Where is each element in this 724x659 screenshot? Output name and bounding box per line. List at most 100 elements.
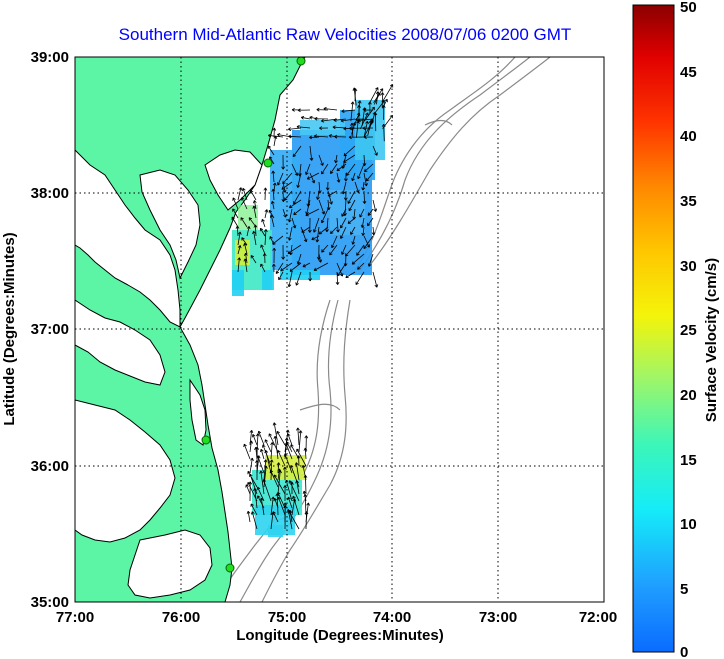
velocity-arrow <box>364 106 375 122</box>
velocity-arrow <box>277 450 286 467</box>
velocity-arrow <box>343 154 356 163</box>
velocity-arrow <box>318 226 329 235</box>
velocity-arrow <box>341 109 356 114</box>
plot-frame <box>74 56 605 603</box>
velocity-arrow <box>273 435 279 460</box>
velocity-arrow <box>271 170 276 183</box>
velocity-arrow <box>308 271 313 282</box>
velocity-arrow <box>273 474 286 495</box>
velocity-arrow <box>292 145 302 158</box>
velocity-arrow <box>350 226 356 235</box>
velocity-arrow <box>305 163 311 175</box>
velocity-arrow <box>281 154 286 170</box>
velocity-arrow <box>296 427 300 446</box>
velocity-arrow <box>336 172 341 183</box>
velocity-arrow <box>362 126 374 131</box>
velocity-arrow <box>314 116 329 121</box>
velocity-arrow <box>256 455 265 474</box>
velocity-arrow <box>261 218 266 228</box>
x-tick-label: 77:00 <box>56 609 94 626</box>
velocity-arrow <box>280 262 293 272</box>
velocity-arrow <box>243 242 248 255</box>
velocity-arrow <box>307 217 312 233</box>
velocity-arrow <box>284 442 293 460</box>
x-tick-label: 72:00 <box>579 609 617 626</box>
velocity-arrow <box>341 244 347 255</box>
velocity-arrow <box>356 244 365 256</box>
velocity-arrow <box>269 469 279 488</box>
velocity-arrow <box>359 208 365 218</box>
velocity-arrow <box>296 124 311 129</box>
colorbar-tick: 10 <box>680 516 697 533</box>
velocity-arrow <box>329 244 338 256</box>
velocity-arrow <box>372 271 379 288</box>
velocity-arrow <box>351 172 356 182</box>
velocity-arrow <box>316 190 320 200</box>
velocity-arrow <box>259 497 265 516</box>
velocity-arrow <box>349 126 365 131</box>
velocity-arrow <box>294 462 300 481</box>
velocity-arrow <box>272 127 277 138</box>
velocity-arrow <box>243 252 248 264</box>
colorbar-tick: 40 <box>680 128 697 145</box>
velocity-arrow <box>321 244 329 253</box>
velocity-arrow <box>297 108 311 113</box>
velocity-arrow <box>288 199 302 209</box>
colorbar-tick: 35 <box>680 193 697 210</box>
y-tick-label: 39:00 <box>31 49 69 66</box>
velocity-arrow <box>241 187 248 201</box>
velocity-arrow <box>334 134 347 139</box>
velocity-arrow <box>320 208 329 224</box>
velocity-arrow <box>277 496 286 516</box>
x-tick-label: 76:00 <box>162 609 200 626</box>
velocity-arrow <box>263 465 268 488</box>
velocity-arrow <box>248 473 258 495</box>
velocity-arrow <box>327 190 338 197</box>
velocity-arrow <box>283 466 287 481</box>
colorbar-tick: 50 <box>680 0 697 16</box>
velocity-arrow <box>243 443 251 460</box>
velocity-arrow <box>246 510 251 523</box>
velocity-arrow <box>269 236 275 246</box>
velocity-arrow <box>295 271 302 286</box>
velocity-arrow <box>372 145 378 156</box>
colorbar <box>632 4 675 653</box>
x-tick-label: 73:00 <box>479 609 517 626</box>
velocity-arrow <box>273 135 278 147</box>
bay-water <box>75 149 263 599</box>
velocity-arrow <box>371 226 376 236</box>
velocity-arrow <box>363 172 368 187</box>
colorbar-tick: 30 <box>680 258 697 275</box>
velocity-arrow <box>304 511 309 530</box>
y-tick-label: 35:00 <box>31 594 69 611</box>
velocity-arrow <box>302 262 311 268</box>
station-marker <box>225 563 235 573</box>
colorbar-tick: 15 <box>680 452 697 469</box>
velocity-arrow <box>341 181 347 195</box>
velocity-arrow <box>272 422 279 446</box>
velocity-arrow <box>363 235 371 248</box>
velocity-arrow <box>353 88 358 102</box>
velocity-arrow <box>309 145 314 161</box>
velocity-arrow <box>245 484 251 495</box>
velocity-arrow <box>255 460 259 481</box>
velocity-arrow <box>315 226 320 243</box>
velocity-arrow <box>311 235 320 241</box>
velocity-arrow <box>343 145 356 157</box>
velocity-vectors <box>231 84 394 530</box>
colorbar-tick: 20 <box>680 387 697 404</box>
velocity-arrow <box>272 247 277 264</box>
velocity-arrow <box>313 134 329 139</box>
velocity-arrow <box>330 235 338 249</box>
velocity-arrow <box>232 197 239 210</box>
velocity-arrow <box>327 190 333 205</box>
velocity-arrow <box>251 434 258 446</box>
velocity-arrow <box>350 101 355 122</box>
velocity-arrow <box>249 440 254 453</box>
velocity-arrow <box>375 100 385 113</box>
y-axis-label: Latitude (Degrees:Minutes) <box>1 232 18 425</box>
velocity-arrow <box>337 262 347 277</box>
velocity-arrow <box>325 217 329 233</box>
velocity-arrow <box>339 226 347 239</box>
velocity-arrow <box>262 253 267 264</box>
